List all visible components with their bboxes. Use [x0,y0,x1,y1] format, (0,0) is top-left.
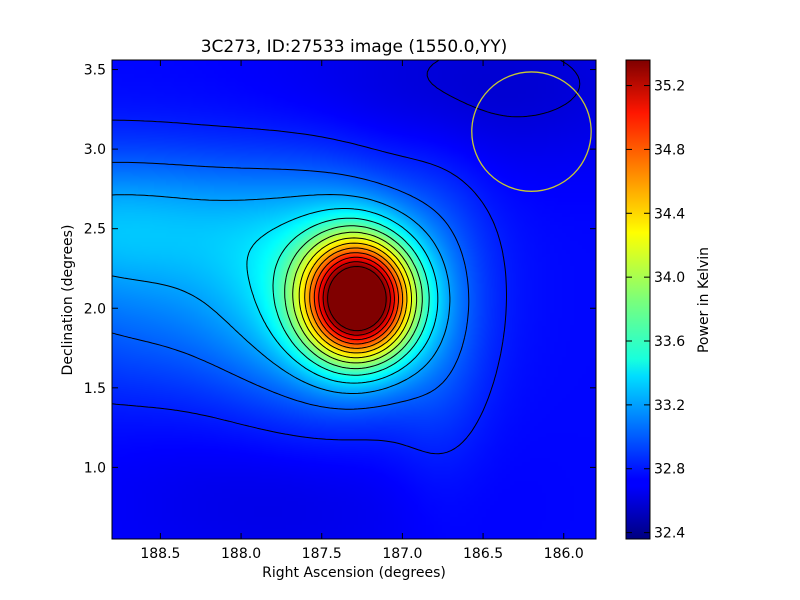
heatmap-layer [112,60,596,539]
colorbar-tick-label: 34.4 [654,206,685,222]
heatmap-image [112,60,596,539]
y-tick-label: 2.5 [84,222,106,238]
y-tick-label: 2.0 [84,301,106,317]
y-axis: 1.0 1.5 2.0 2.5 3.0 3.5 [84,63,596,476]
contour-line [318,256,395,341]
contour-line [112,161,470,410]
colorbar [625,59,651,540]
contour-line [309,247,404,349]
x-tick-label: 186.0 [544,546,584,562]
colorbar-tick-label: 34.8 [654,142,685,158]
colorbar-label: Power in Kelvin [696,247,712,353]
x-tick-label: 186.5 [463,546,503,562]
contour-line [272,217,430,376]
y-tick-label: 3.0 [84,142,106,158]
colorbar-tick-label: 33.6 [654,334,685,350]
beam-circle [471,71,592,192]
x-tick-label: 188.5 [140,546,180,562]
y-tick-label: 3.5 [84,63,106,79]
contour-line [426,60,581,118]
y-tick-label: 1.0 [84,460,106,476]
contour-line [298,237,412,359]
colorbar-tick-label: 34.0 [654,270,685,286]
y-tick-label: 1.5 [84,381,106,397]
colorbar-tick-label: 33.2 [654,398,685,414]
contour-line [246,208,439,384]
contour-line [112,194,451,394]
contour-line [327,266,387,332]
plot-frame [111,59,597,540]
colorbar-tick-label: 32.4 [654,526,685,542]
x-axis: 188.5 188.0 187.5 187.0 186.5 186.0 [140,60,584,562]
x-tick-label: 187.0 [382,546,422,562]
x-tick-label: 187.5 [302,546,342,562]
chart-title: 3C273, ID:27533 image (1550.0,YY) [201,37,508,57]
contour-line [112,119,507,455]
contour-line [284,225,423,370]
y-axis-label: Declination (degrees) [60,225,76,376]
colorbar-axis: 32.4 32.8 33.2 33.6 34.0 34.4 34.8 35.2 [626,79,685,542]
colorbar-tick-label: 32.8 [654,462,685,478]
contour-line [292,231,418,364]
x-tick-label: 188.0 [221,546,261,562]
colorbar-tick-label: 35.2 [654,79,685,95]
x-axis-label: Right Ascension (degrees) [262,565,446,581]
contour-line [322,261,391,336]
contour-line [304,242,408,354]
contour-lines [112,60,581,455]
contour-line [313,252,399,345]
